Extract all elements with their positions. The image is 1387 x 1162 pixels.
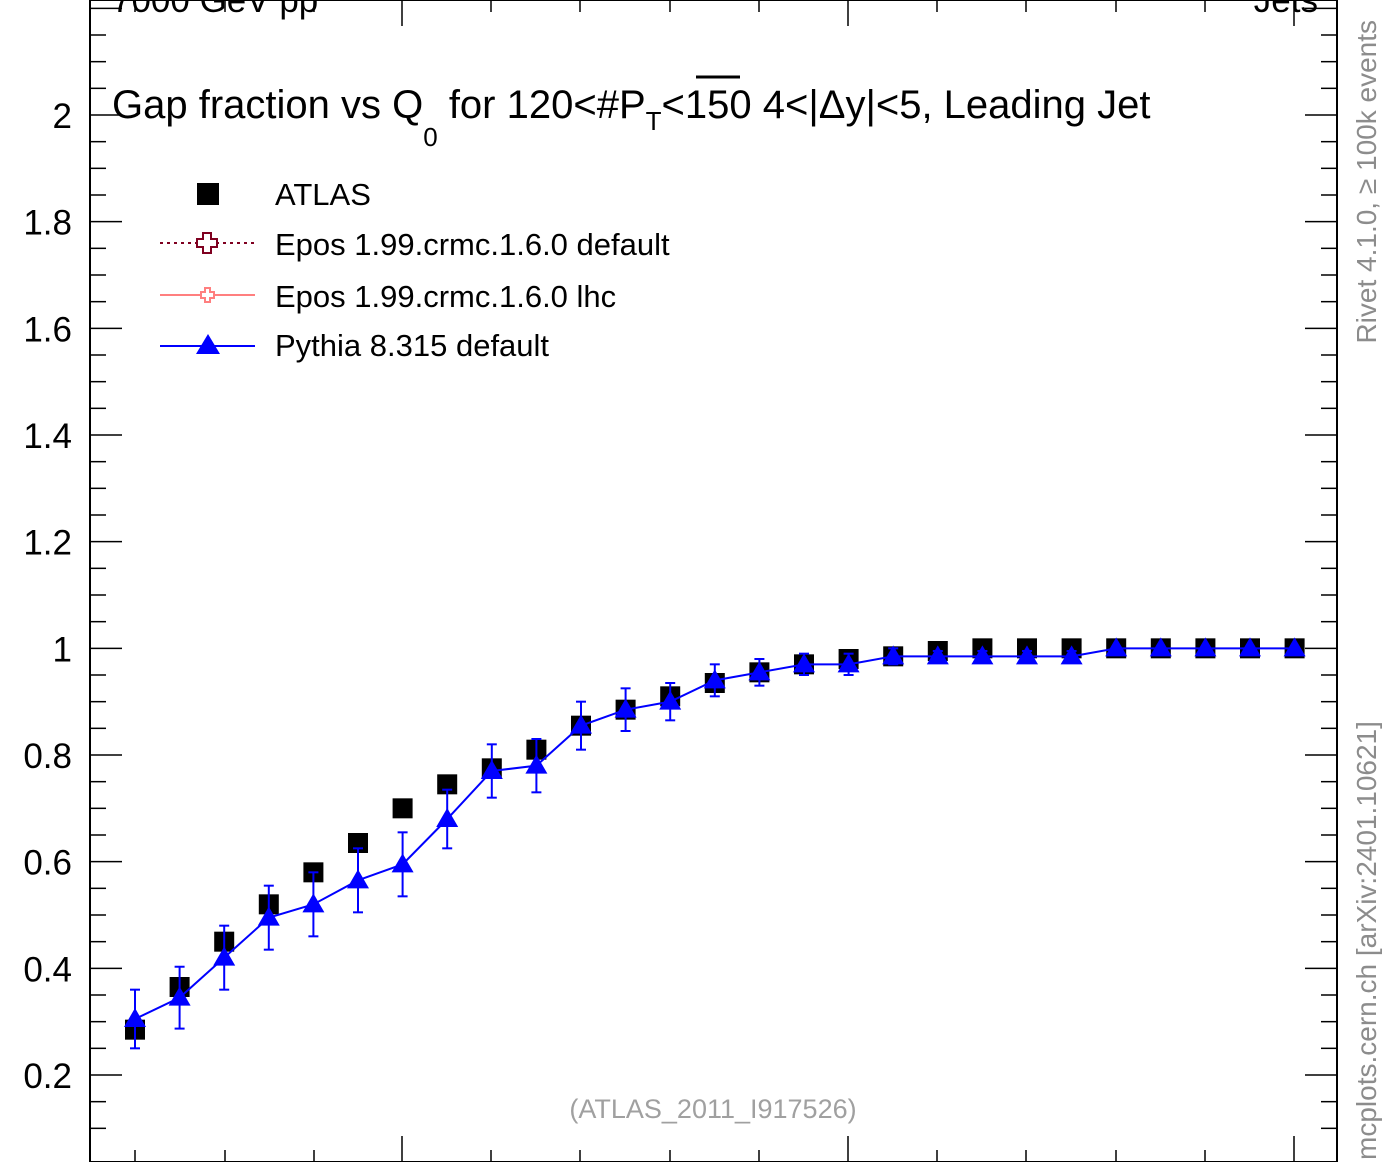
legend-epos-default-label: Epos 1.99.crmc.1.6.0 default [275,227,670,262]
legend-epos-lhc-label: Epos 1.99.crmc.1.6.0 lhc [275,279,616,314]
y-tick-label: 0.2 [23,1057,72,1096]
plot-frame [90,0,1337,1162]
pythia-point [124,1008,146,1027]
atlas-point [393,798,413,818]
title-overlined-subscript: T [646,106,662,136]
analysis-watermark: (ATLAS_2011_I917526) [569,1094,856,1124]
legend-epos-lhc-marker [201,288,214,302]
legend-pythia-marker [196,334,220,354]
legend-epos-default-marker [197,233,217,253]
pythia-point [302,893,324,912]
legend-atlas-marker [197,183,219,205]
legend-atlas-label: ATLAS [275,177,371,212]
pythia-line [135,648,1295,1019]
title-mid: for 120<# [438,83,620,127]
y-tick-label: 2 [53,97,72,136]
axis-ticks [90,0,1337,1162]
y-tick-label: 1.8 [23,204,72,243]
y-tick-label: 1.4 [23,417,72,456]
chart-title: Gap fraction vs Q0 for 120<#PT<150 4<|Δy… [112,83,1151,152]
header-process: Jets [1254,0,1318,20]
y-tick-label: 0.6 [23,844,72,883]
y-tick-label: 0.8 [23,737,72,776]
legend: ATLAS Epos 1.99.crmc.1.6.0 default Epos … [160,177,670,363]
title-overlined: P [619,83,646,127]
header-collision: 7000 GeV pp [112,0,318,20]
y-tick-label: 1.6 [23,310,72,349]
y-tick-label: 1.2 [23,524,72,563]
title-subscript: 0 [423,122,437,152]
title-main: Gap fraction vs Q [112,83,423,127]
y-tick-label: 1 [53,630,72,669]
mcplots-label: mcplots.cern.ch [arXiv:2401.10621] [1351,721,1382,1160]
legend-pythia-label: Pythia 8.315 default [275,328,549,363]
title-rest: <150 4<|Δy|<5, Leading Jet [662,83,1151,127]
pythia-point [347,869,369,888]
y-tick-label: 0.4 [23,950,72,989]
pythia-series [124,637,1306,1048]
y-tick-labels: 0.2 0.4 0.6 0.8 1 1.2 1.4 1.6 1.8 2 [23,97,72,1096]
rivet-version-label: Rivet 4.1.0, ≥ 100k events [1351,20,1382,344]
atlas-series [125,638,1305,1039]
